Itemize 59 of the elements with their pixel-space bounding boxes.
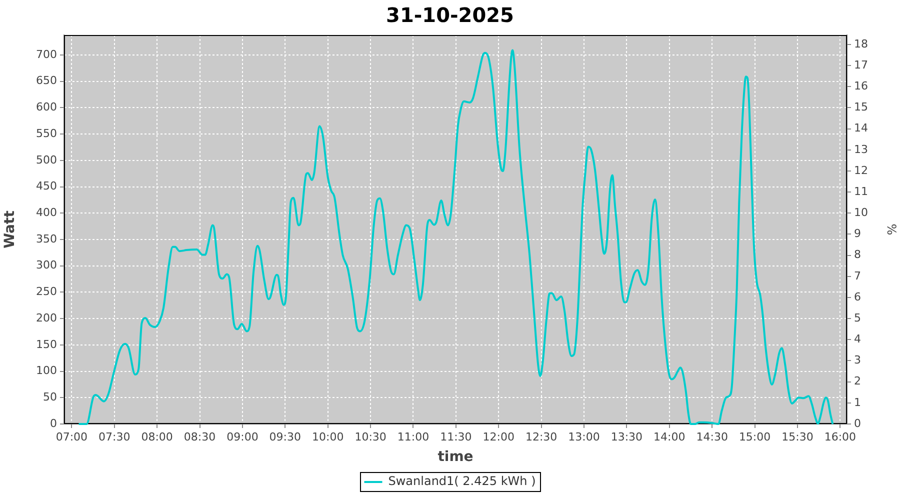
y2-tick-label: 11: [854, 184, 868, 198]
x-tick-label: 07:00: [56, 430, 88, 444]
y2-tick-label: 10: [854, 206, 868, 220]
y2-tick-label: 3: [854, 354, 861, 367]
x-tick-label: 15:00: [738, 430, 771, 444]
y-tick-label: 500: [36, 153, 57, 166]
x-tick-label: 11:00: [397, 430, 430, 444]
y-tick-label: 650: [36, 74, 57, 88]
x-tick-label: 09:00: [226, 430, 258, 444]
y2-tick-label: 14: [854, 122, 868, 135]
x-tick-label: 12:30: [525, 430, 558, 444]
y2-tick-label: 0: [854, 416, 861, 430]
y2-tick-label: 15: [854, 100, 868, 114]
y-tick-label: 50: [43, 390, 57, 404]
x-tick-label: 14:30: [696, 430, 728, 444]
x-tick-label: 16:00: [824, 430, 856, 444]
x-tick-label: 12:00: [482, 430, 514, 444]
x-tick-label: 13:30: [610, 430, 643, 444]
x-tick-label: 09:30: [269, 430, 302, 444]
y2-tick-label: 4: [854, 332, 861, 346]
line-series: [78, 49, 834, 425]
y-axis-title: Watt: [2, 210, 18, 248]
x-tick-label: 11:30: [440, 430, 472, 444]
x-tick-label: 14:00: [654, 430, 686, 444]
y2-tick-label: 16: [854, 80, 868, 93]
legend-label: Swanland1( 2.425 kWh ): [388, 474, 536, 488]
y-tick-label: 550: [36, 126, 57, 140]
y-tick-label: 700: [36, 48, 57, 61]
x-tick-label: 08:30: [184, 430, 216, 444]
chart-title: 31-10-2025: [386, 3, 514, 28]
y-tick-label: 100: [36, 364, 57, 378]
y-tick-label: 150: [36, 338, 57, 351]
y-tick-label: 250: [36, 285, 57, 298]
x-tick-label: 08:00: [141, 430, 173, 444]
y2-tick-label: 7: [854, 269, 861, 282]
x-tick-label: 13:00: [568, 430, 600, 444]
x-tick-label: 07:30: [98, 430, 130, 444]
y2-tick-label: 5: [854, 311, 861, 324]
y2-tick-label: 8: [854, 248, 861, 262]
y2-tick-label: 12: [854, 164, 868, 177]
y-tick-label: 200: [36, 311, 57, 324]
x-axis-title: time: [438, 449, 474, 466]
y2-tick-label: 13: [854, 142, 868, 156]
y-tick-label: 600: [36, 100, 57, 114]
x-tick-label: 10:30: [354, 430, 386, 444]
y2-tick-label: 18: [854, 37, 868, 50]
x-tick-label: 10:00: [312, 430, 344, 444]
y-tick-label: 0: [50, 416, 57, 430]
y2-tick-label: 9: [854, 227, 861, 240]
y-tick-label: 300: [36, 258, 57, 272]
y2-tick-label: 17: [854, 58, 868, 72]
x-tick-label: 15:30: [782, 430, 814, 444]
y2-tick-label: 1: [854, 396, 861, 409]
y-tick-label: 350: [36, 232, 57, 246]
y2-tick-label: 2: [854, 374, 861, 388]
y2-tick-label: 6: [854, 290, 861, 304]
y-tick-label: 450: [36, 180, 57, 193]
y-tick-label: 400: [36, 206, 57, 220]
y2-axis-title: %: [884, 224, 899, 236]
